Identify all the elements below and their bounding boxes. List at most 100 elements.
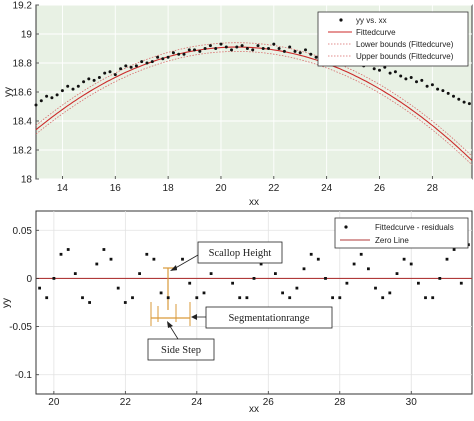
lower-bound-line (35, 51, 473, 166)
top-data-point (224, 45, 228, 49)
top-data-point (267, 47, 270, 50)
residual-point (252, 277, 256, 280)
top-ticks: 14 16 18 20 22 24 26 28 18 18.2 18.4 18.6 18.8 19 19.2 (13, 1, 439, 195)
bottom-legend: Fittedcurve - residuals Zero Line (334, 217, 469, 249)
bottom-x-axis-label: xx (249, 404, 259, 415)
top-y-tick-label: 19 (21, 30, 33, 41)
bottom-y-tick-label: -0.1 (15, 370, 33, 381)
residual-point (195, 296, 199, 300)
residual-point (81, 296, 84, 300)
residual-point (131, 296, 134, 300)
residual-point (345, 281, 349, 285)
top-data-point (282, 49, 286, 53)
residual-point (138, 272, 141, 275)
legend-label-upper: Upper bounds (Fittedcurve) (356, 52, 454, 61)
annotation-callouts: Scallop Height Segmentationrange Side St… (147, 241, 333, 361)
residual-point (338, 296, 342, 300)
residual-point (452, 248, 456, 251)
top-data-point (219, 42, 223, 46)
top-data-point (145, 61, 149, 65)
residual-point (73, 272, 77, 275)
bottom-y-axis-label: yy (1, 298, 12, 308)
residual-point (402, 257, 406, 261)
top-data-point (103, 71, 107, 75)
top-data-point (119, 67, 123, 71)
bottom-x-tick-label: 22 (120, 397, 132, 408)
top-data-point (393, 70, 397, 74)
residual-point (409, 262, 413, 266)
top-x-tick-label: 14 (57, 183, 69, 194)
top-x-tick-label: 28 (427, 183, 439, 194)
residual-point (295, 286, 299, 290)
residual-point (116, 286, 120, 290)
top-data-point (150, 60, 154, 64)
top-data-point (97, 76, 101, 79)
top-data-point (34, 103, 38, 107)
residual-point (309, 252, 313, 256)
top-data-point (193, 48, 196, 52)
legend-label-zero: Zero Line (375, 236, 409, 245)
residual-point (367, 267, 370, 271)
top-y-tick-label: 18.2 (13, 146, 33, 157)
segmentation-label-box (205, 306, 333, 329)
top-data-point (214, 47, 218, 50)
top-data-point (430, 83, 434, 87)
top-data-point (108, 70, 112, 74)
top-data-point (240, 44, 244, 48)
top-data-point (50, 96, 54, 100)
top-data-point (309, 52, 313, 56)
top-data-point (467, 102, 471, 106)
top-data-point (314, 55, 318, 59)
top-data-point (124, 64, 128, 68)
residual-point (281, 291, 284, 295)
residual-point (381, 296, 385, 300)
residual-point (417, 281, 420, 285)
residual-point (374, 286, 377, 290)
top-data-point (462, 100, 466, 104)
residual-point (359, 252, 363, 256)
residual-point (166, 296, 170, 300)
residual-point (188, 281, 192, 285)
top-data-point (39, 99, 43, 103)
top-data-point (76, 84, 80, 88)
residual-point (209, 272, 213, 275)
residual-point (424, 296, 427, 300)
residual-point (52, 277, 56, 280)
top-fit (35, 46, 473, 161)
top-data-point (182, 52, 186, 56)
top-plot: 14 16 18 20 22 24 26 28 18 18.2 18.4 18.6 18.8 19 19.2… (3, 1, 473, 208)
top-x-tick-label: 16 (110, 183, 122, 194)
top-data-point (452, 94, 455, 98)
top-data-point (378, 68, 381, 72)
fitted-curve-line (35, 46, 473, 161)
top-x-axis-label: xx (249, 197, 259, 208)
residual-point (231, 281, 234, 285)
top-data-point (277, 47, 281, 50)
top-data-point (251, 48, 255, 52)
residual-point (259, 262, 263, 266)
residual-point (109, 257, 113, 261)
top-data-point (420, 78, 424, 82)
residual-point (438, 277, 442, 280)
bottom-x-tick-label: 20 (48, 397, 60, 408)
top-data-point (261, 47, 265, 50)
bottom-ticks: 20 22 24 26 28 30 -0.1 -0.05 0 0.05 (9, 226, 417, 408)
residual-point (388, 291, 392, 295)
residual-point (288, 296, 292, 300)
bottom-x-tick-label: 30 (406, 397, 418, 408)
residual-point (123, 301, 127, 304)
top-bounds (35, 42, 473, 166)
upper-bound-line (35, 42, 473, 157)
top-x-tick-label: 24 (321, 183, 333, 194)
top-data-point (66, 84, 70, 88)
residual-point (59, 252, 63, 256)
top-data-point (208, 44, 212, 48)
top-y-tick-label: 19.2 (13, 1, 33, 12)
top-data-point (87, 77, 91, 81)
top-x-tick-label: 20 (215, 183, 227, 194)
top-data-point (293, 49, 297, 53)
top-data-point (388, 71, 392, 75)
residual-point (331, 296, 334, 300)
legend-marker-residuals (344, 225, 348, 229)
top-data-point (140, 60, 144, 64)
